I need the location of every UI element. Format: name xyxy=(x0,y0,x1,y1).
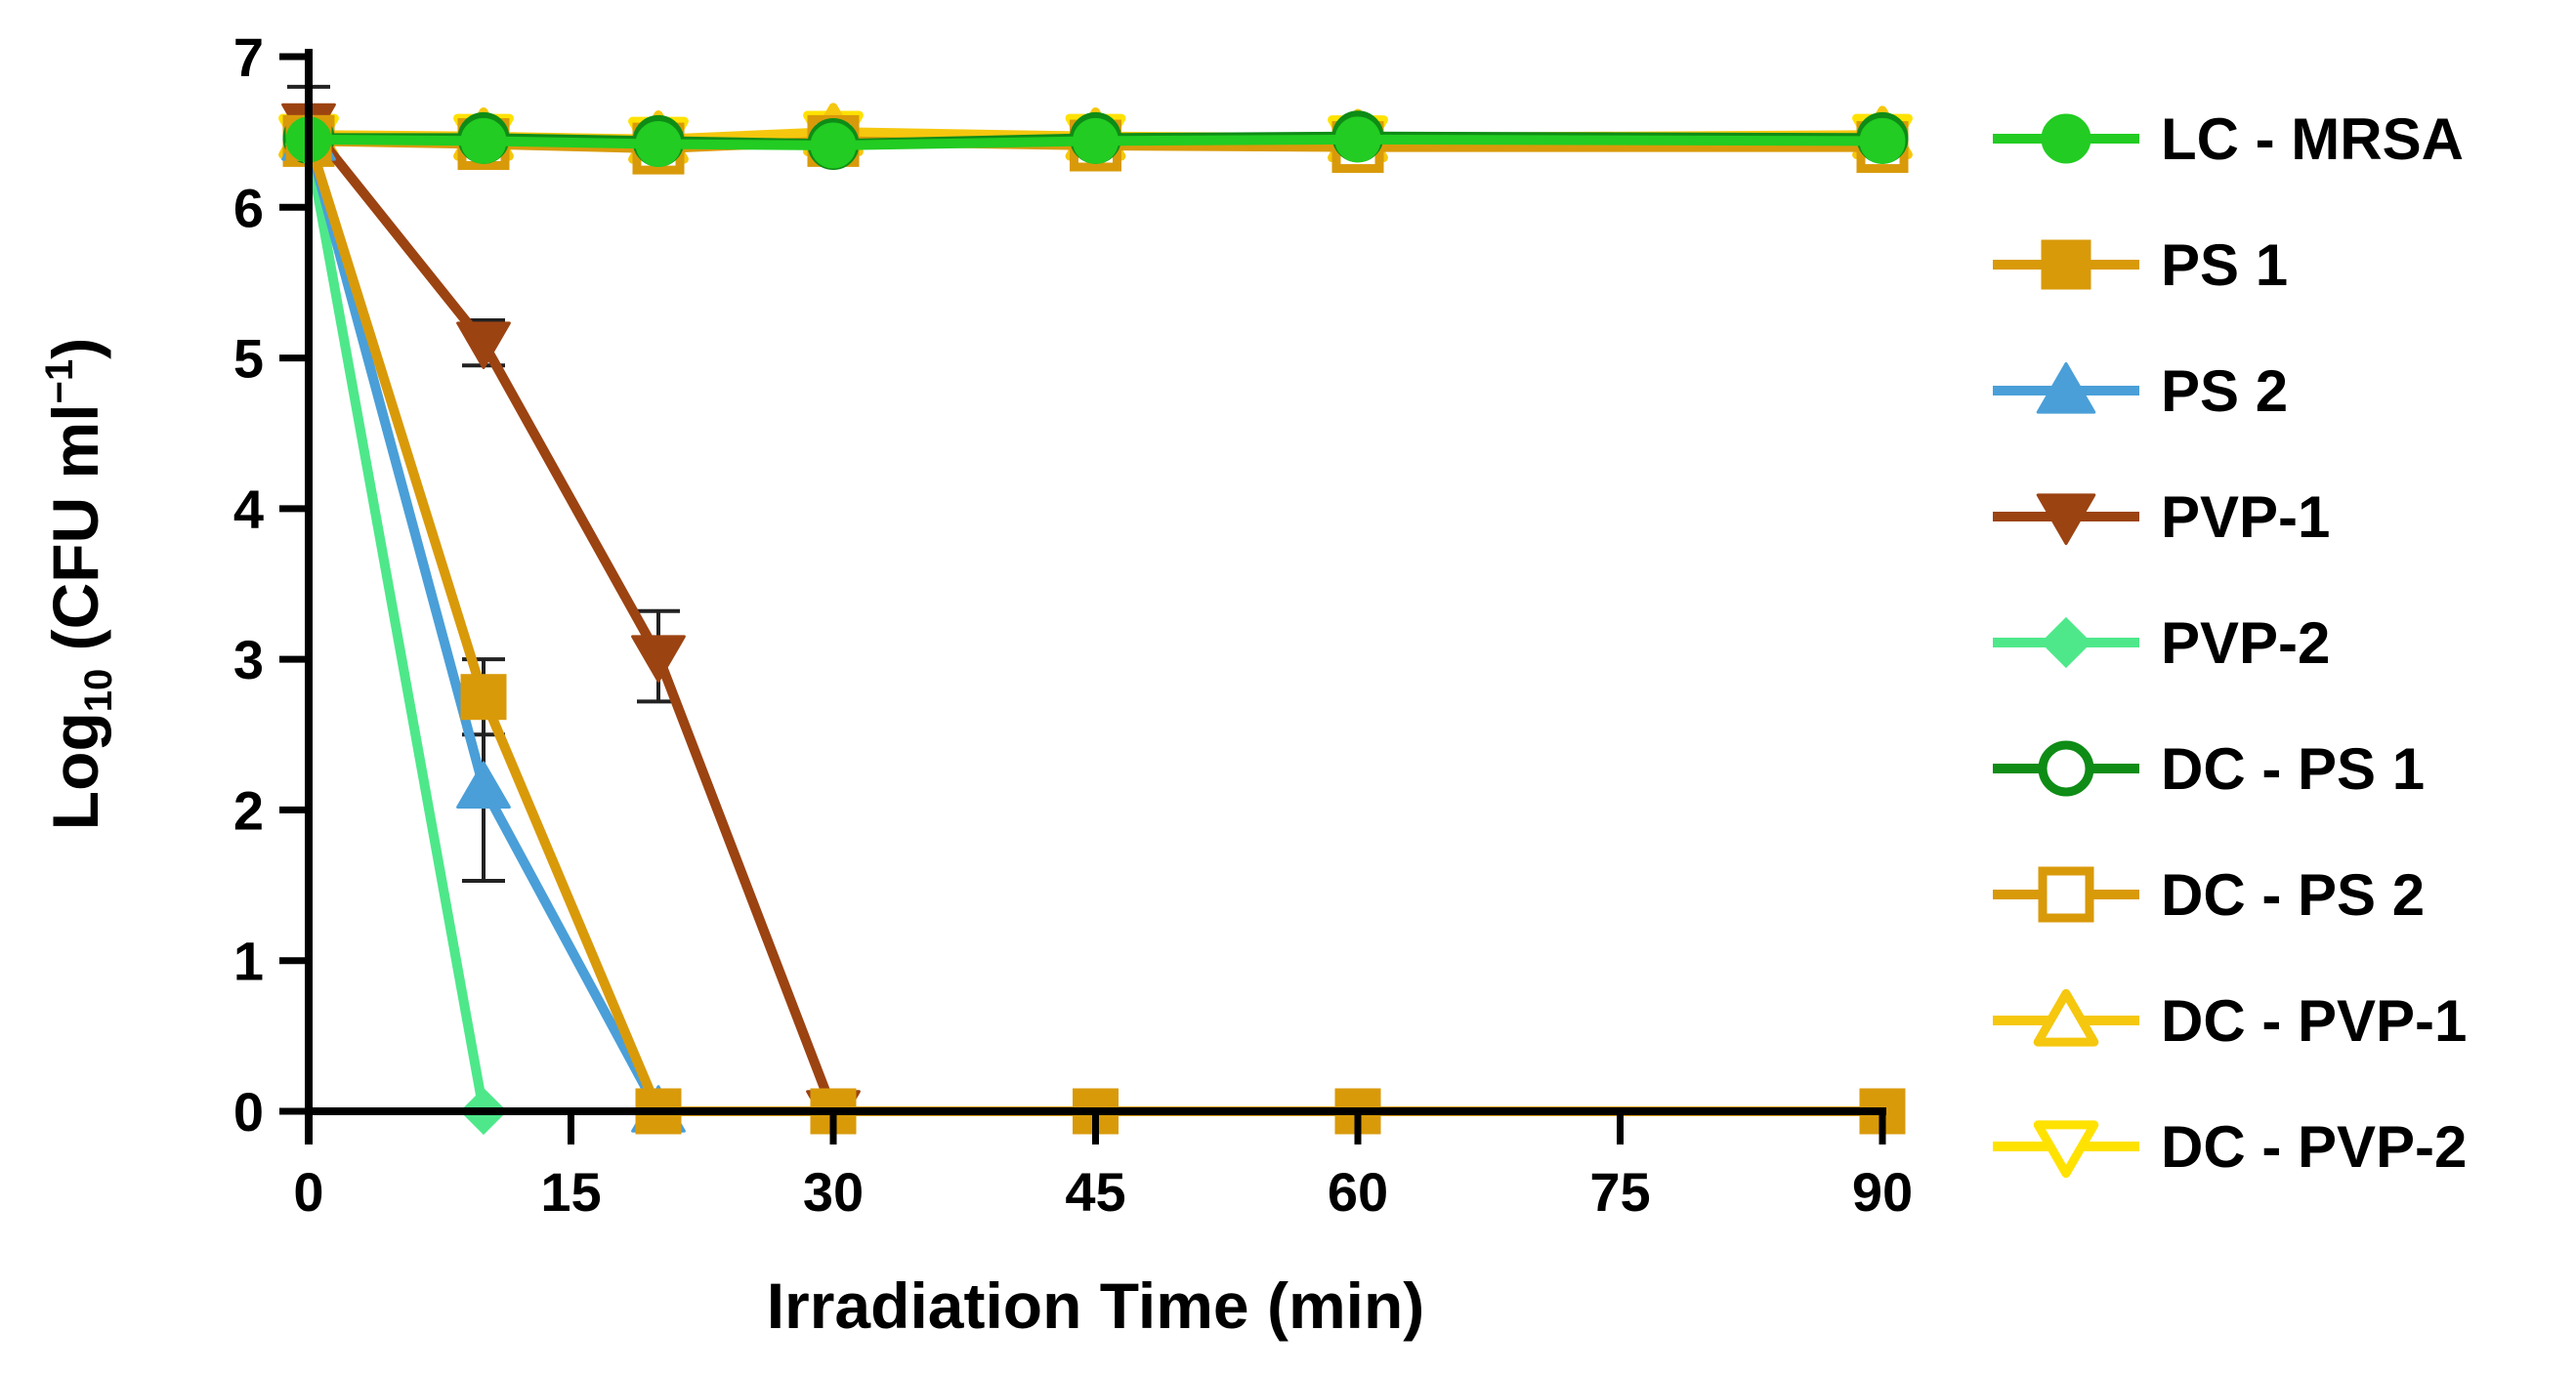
y-tick-label: 0 xyxy=(233,1081,264,1143)
data-point xyxy=(1334,116,1381,163)
series-line xyxy=(304,143,488,1112)
series-1 xyxy=(285,114,1906,1135)
legend-marker xyxy=(2038,866,2094,923)
x-tick-label: 15 xyxy=(540,1161,601,1223)
y-axis-title-main: Log xyxy=(39,712,111,830)
x-tick-label: 75 xyxy=(1589,1161,1650,1223)
x-axis-title: Irradiation Time (min) xyxy=(767,1269,1425,1342)
data-point xyxy=(1859,117,1906,164)
legend-item-1: PS 1 xyxy=(1993,232,2288,298)
legend-marker xyxy=(2036,361,2096,414)
series-0 xyxy=(285,116,1906,169)
x-tick-label: 45 xyxy=(1065,1161,1125,1223)
series-2 xyxy=(281,113,686,1133)
legend-label: LC - MRSA xyxy=(2161,106,2464,172)
legend-marker xyxy=(2033,988,2099,1047)
legend-label: PS 2 xyxy=(2161,358,2288,424)
x-tick-label: 30 xyxy=(803,1161,864,1223)
y-tick-label: 6 xyxy=(233,177,264,238)
data-point xyxy=(456,761,511,810)
x-tick-label: 0 xyxy=(293,1161,323,1223)
data-point xyxy=(460,117,507,164)
legend-label: PS 1 xyxy=(2161,232,2288,298)
y-tick-label: 4 xyxy=(233,478,264,540)
legend-marker xyxy=(2036,493,2096,546)
legend-label: DC - PVP-1 xyxy=(2161,988,2467,1054)
legend: LC - MRSA PS 1 PS 2 PVP-1 PVP-2 DC - PS 1 DC -… xyxy=(1993,106,2467,1180)
legend-item-5: DC - PS 1 xyxy=(1993,736,2425,802)
y-tick-label: 3 xyxy=(233,629,264,690)
legend-item-7: DC - PVP-1 xyxy=(1993,988,2467,1054)
x-tick-label: 90 xyxy=(1852,1161,1913,1223)
y-axis-title-end: ) xyxy=(39,338,111,359)
y-axis-title-subscript: 10 xyxy=(77,669,120,713)
legend-marker xyxy=(2040,616,2092,669)
legend-item-8: DC - PVP-2 xyxy=(1993,1114,2467,1180)
series-3 xyxy=(281,103,861,1138)
legend-label: DC - PS 1 xyxy=(2161,736,2425,802)
legend-item-0: LC - MRSA xyxy=(1993,106,2464,172)
legend-marker xyxy=(2041,239,2091,290)
legend-item-2: PS 2 xyxy=(1993,358,2288,424)
y-tick-label: 5 xyxy=(233,328,264,390)
data-point xyxy=(456,321,511,369)
series-line xyxy=(304,136,1882,1116)
x-tick-label: 60 xyxy=(1328,1161,1388,1223)
legend-label: DC - PS 2 xyxy=(2161,862,2425,928)
legend-item-3: PVP-1 xyxy=(1993,484,2330,550)
data-point xyxy=(1073,117,1119,164)
y-tick-label: 7 xyxy=(233,26,264,88)
data-point xyxy=(635,120,682,167)
legend-item-4: PVP-2 xyxy=(1993,610,2330,676)
y-axis-title-rest: (CFU ml xyxy=(39,403,111,668)
legend-marker xyxy=(2033,1120,2099,1179)
series-line xyxy=(305,121,838,1113)
data-point xyxy=(631,635,686,683)
y-axis-title-superscript: −1 xyxy=(38,359,81,404)
data-point xyxy=(810,122,857,169)
legend-item-6: DC - PS 2 xyxy=(1993,862,2425,928)
legend-label: DC - PVP-2 xyxy=(2161,1114,2467,1180)
data-point xyxy=(460,674,507,721)
y-tick-label: 1 xyxy=(233,931,264,992)
legend-label: PVP-2 xyxy=(2161,610,2330,676)
y-axis-title: Log10 (CFU ml−1) xyxy=(38,338,120,830)
series-line xyxy=(304,138,663,1114)
legend-label: PVP-1 xyxy=(2161,484,2330,550)
plot-area xyxy=(278,84,1913,1138)
legend-marker xyxy=(2041,113,2091,164)
series-4 xyxy=(284,120,508,1136)
y-tick-label: 2 xyxy=(233,779,264,841)
legend-marker xyxy=(2038,740,2094,797)
